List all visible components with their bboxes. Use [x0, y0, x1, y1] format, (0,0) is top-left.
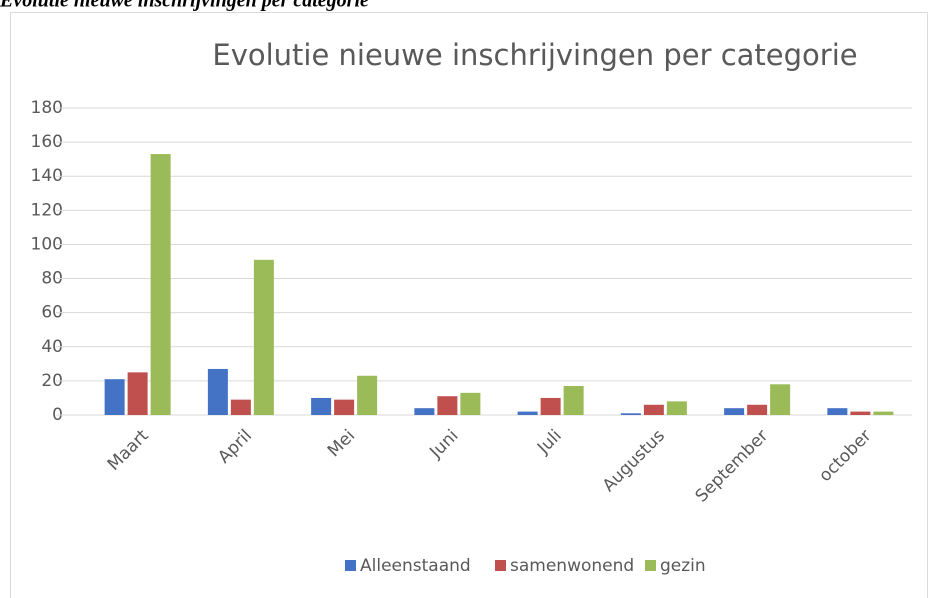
y-tick-label: 60	[41, 303, 63, 323]
bar	[207, 368, 228, 415]
bar	[357, 375, 378, 415]
bar	[230, 399, 251, 415]
chart-frame	[10, 12, 928, 598]
y-tick-label: 80	[41, 269, 63, 289]
y-tick-label: 160	[31, 132, 63, 152]
bar	[460, 392, 481, 415]
bar	[666, 401, 687, 415]
bar	[770, 384, 791, 415]
heading: Evolutie nieuwe inschrijvingen per categ…	[0, 0, 369, 12]
bar	[311, 397, 332, 415]
legend-label: samenwonend	[510, 556, 634, 576]
bar	[127, 372, 148, 415]
bar	[437, 396, 458, 415]
legend-swatch	[345, 560, 356, 571]
bar	[334, 399, 355, 415]
y-tick-label: 40	[41, 337, 63, 357]
bar	[563, 386, 584, 415]
y-tick-label: 120	[31, 200, 63, 220]
bar	[104, 379, 125, 415]
y-tick-label: 100	[31, 234, 63, 254]
bar	[827, 408, 848, 415]
legend-label: gezin	[660, 556, 706, 576]
bar	[747, 404, 768, 415]
bar	[643, 404, 664, 415]
bar	[850, 411, 871, 415]
legend-label: Alleenstaand	[360, 556, 471, 576]
bar	[414, 408, 435, 415]
y-tick-label: 140	[31, 166, 63, 186]
y-tick-label: 20	[41, 371, 63, 391]
bar	[873, 411, 894, 415]
chart-title: Evolutie nieuwe inschrijvingen per categ…	[212, 38, 857, 72]
bar	[724, 408, 745, 415]
bar	[620, 413, 641, 415]
bar	[540, 397, 561, 415]
bar	[150, 154, 171, 416]
legend-swatch	[645, 560, 656, 571]
y-tick-label: 180	[31, 98, 63, 118]
bar	[517, 411, 538, 415]
legend-swatch	[495, 560, 506, 571]
bar	[253, 259, 274, 415]
